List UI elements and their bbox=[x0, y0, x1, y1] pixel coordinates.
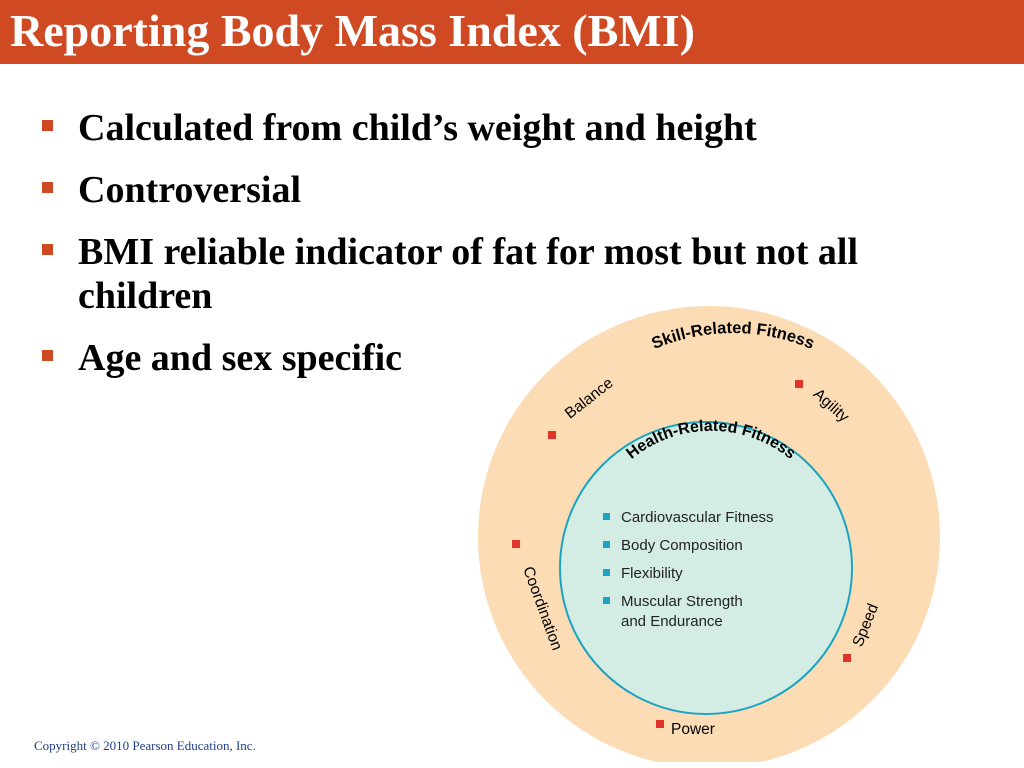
skill-power: Power bbox=[671, 721, 715, 738]
health-item: Flexibility bbox=[621, 565, 683, 582]
bullet-list: Calculated from child’s weight and heigh… bbox=[42, 106, 972, 398]
square-bullet-icon bbox=[42, 120, 53, 131]
bullet-item: Calculated from child’s weight and heigh… bbox=[42, 106, 972, 150]
title-bar: Reporting Body Mass Index (BMI) bbox=[0, 0, 1024, 64]
health-marker-icon bbox=[603, 569, 610, 576]
health-item-continued: and Endurance bbox=[621, 613, 723, 630]
inner-circle bbox=[559, 421, 853, 715]
bullet-item: Age and sex specific bbox=[42, 336, 972, 380]
bullet-text: BMI reliable indicator of fat for most b… bbox=[78, 231, 859, 317]
square-bullet-icon bbox=[42, 350, 53, 361]
health-item: Body Composition bbox=[621, 537, 743, 554]
fitness-diagram: Skill-Related Fitness Health-Related Fit… bbox=[478, 306, 940, 762]
coordination-marker-icon bbox=[512, 540, 520, 548]
agility-marker-icon bbox=[795, 380, 803, 388]
health-marker-icon bbox=[603, 513, 610, 520]
power-marker-icon bbox=[656, 720, 664, 728]
bullet-item: Controversial bbox=[42, 168, 972, 212]
balance-marker-icon bbox=[548, 431, 556, 439]
health-marker-icon bbox=[603, 541, 610, 548]
bullet-text: Calculated from child’s weight and heigh… bbox=[78, 107, 757, 149]
copyright-footer: Copyright © 2010 Pearson Education, Inc. bbox=[34, 738, 256, 753]
speed-marker-icon bbox=[843, 654, 851, 662]
bullet-text: Controversial bbox=[78, 169, 302, 211]
health-item: Cardiovascular Fitness bbox=[621, 509, 774, 526]
square-bullet-icon bbox=[42, 244, 53, 255]
health-item: Muscular Strength bbox=[621, 593, 743, 610]
slide-title: Reporting Body Mass Index (BMI) bbox=[10, 5, 695, 56]
health-marker-icon bbox=[603, 597, 610, 604]
square-bullet-icon bbox=[42, 182, 53, 193]
bullet-text: Age and sex specific bbox=[78, 337, 403, 379]
bullet-item: BMI reliable indicator of fat for most b… bbox=[42, 230, 972, 318]
